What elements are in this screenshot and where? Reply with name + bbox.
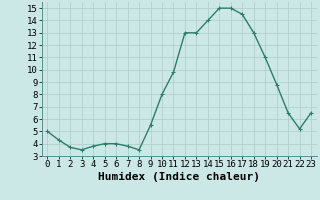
X-axis label: Humidex (Indice chaleur): Humidex (Indice chaleur) (98, 172, 260, 182)
